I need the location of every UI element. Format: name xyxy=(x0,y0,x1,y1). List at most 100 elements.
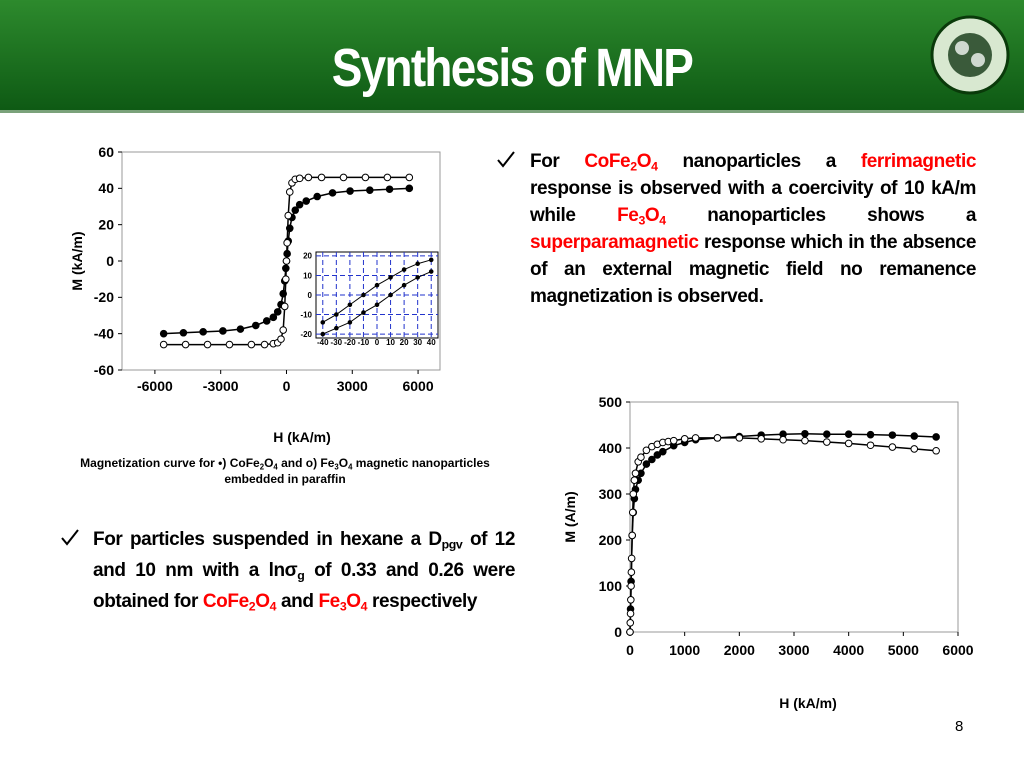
y-tick-label: 40 xyxy=(98,180,114,196)
data-point xyxy=(225,340,234,349)
data-point xyxy=(629,490,638,498)
text-run: of 12 and 10 nm with a ln xyxy=(93,529,515,581)
header-bar xyxy=(0,0,1024,113)
data-point xyxy=(757,435,766,443)
text-run: respectively xyxy=(367,591,478,612)
data-point xyxy=(932,446,940,455)
subscript: 4 xyxy=(273,462,278,472)
data-point xyxy=(626,619,635,627)
y-tick-label: 0 xyxy=(308,291,313,300)
data-point xyxy=(401,267,407,272)
y-tick-label: -40 xyxy=(94,326,114,342)
x-tick-label: 6000 xyxy=(402,378,433,394)
data-point xyxy=(260,340,269,349)
subscript: 4 xyxy=(348,462,353,472)
data-point xyxy=(735,434,744,442)
data-point xyxy=(844,439,853,448)
data-point xyxy=(866,430,875,439)
y-tick-label: 0 xyxy=(106,253,114,269)
data-point xyxy=(415,275,420,280)
x-tick-label: -40 xyxy=(317,338,329,347)
text-run: For xyxy=(530,151,585,172)
data-point xyxy=(320,320,326,325)
data-point xyxy=(642,446,651,455)
data-point xyxy=(713,434,722,442)
x-tick-label: 10 xyxy=(386,338,395,347)
data-point xyxy=(347,320,353,325)
y-tick-label: 20 xyxy=(303,252,312,261)
text-run: O xyxy=(644,205,660,226)
data-point xyxy=(291,206,300,214)
data-point xyxy=(680,435,689,443)
x-tick-label: 3000 xyxy=(337,378,368,394)
x-tick-label: 2000 xyxy=(724,642,755,658)
data-point xyxy=(388,275,393,280)
check xyxy=(61,529,79,546)
data-point xyxy=(801,429,809,438)
data-point xyxy=(627,596,635,604)
text-run: CoFe xyxy=(584,151,631,172)
data-point xyxy=(236,325,245,333)
subscript: 3 xyxy=(339,599,347,614)
data-point xyxy=(295,200,304,209)
y-tick-label: 100 xyxy=(599,578,623,594)
data-point xyxy=(628,531,636,540)
x-tick-label: 3000 xyxy=(778,642,809,658)
y-tick-label: -20 xyxy=(300,330,312,339)
data-point xyxy=(388,292,393,298)
data-point xyxy=(691,434,700,442)
data-point xyxy=(203,340,212,349)
data-point xyxy=(910,445,919,453)
data-point xyxy=(627,582,635,590)
x-tick-label: 6000 xyxy=(942,642,973,658)
x-tick-label: 30 xyxy=(413,338,422,347)
text-run: Magnetization curve for •) CoFe xyxy=(80,456,260,470)
data-point xyxy=(366,186,374,194)
data-point xyxy=(637,453,645,462)
subscript: 2 xyxy=(248,599,256,614)
text-run: nanoparticles a xyxy=(657,151,861,172)
y-tick-label: 20 xyxy=(98,217,114,233)
data-point xyxy=(932,433,940,441)
x-tick-label: 1000 xyxy=(669,642,700,658)
y-tick-label: 400 xyxy=(599,440,623,456)
y-tick-label: 300 xyxy=(599,486,623,502)
data-point xyxy=(888,431,897,439)
check-icon xyxy=(61,529,79,546)
subscript: g xyxy=(297,568,305,583)
data-point xyxy=(628,508,637,517)
data-point xyxy=(648,455,656,464)
data-point xyxy=(334,325,339,331)
data-point xyxy=(669,436,678,445)
x-tick-label: 0 xyxy=(375,338,380,347)
text-run: For particles suspended in hexane a D xyxy=(93,529,442,550)
data-point xyxy=(374,282,380,288)
data-point xyxy=(346,187,354,195)
data-point xyxy=(631,469,640,478)
data-point xyxy=(383,173,392,182)
data-point xyxy=(283,239,291,247)
x-tick-label: -30 xyxy=(331,338,343,347)
data-point xyxy=(159,340,168,349)
bullet-text: For particles suspended in hexane a Dpgv… xyxy=(93,524,515,617)
logo xyxy=(930,15,1010,95)
y-tick-label: -60 xyxy=(94,362,114,378)
text-run: O xyxy=(338,456,349,470)
data-point xyxy=(361,173,370,182)
data-point xyxy=(405,184,414,193)
data-point xyxy=(888,443,897,451)
x-tick-label: -10 xyxy=(358,338,370,347)
data-point xyxy=(823,438,831,446)
data-point xyxy=(181,340,190,349)
data-point xyxy=(374,302,380,308)
x-axis-label: H (kA/m) xyxy=(273,429,331,445)
data-point xyxy=(285,188,294,196)
data-point xyxy=(279,326,287,334)
data-point xyxy=(779,435,787,444)
text-run: and ο) Fe xyxy=(277,456,335,470)
data-point xyxy=(866,441,875,450)
text-run: magnetic nanoparticles embedded in paraf… xyxy=(224,456,490,486)
data-point xyxy=(159,329,168,338)
data-point xyxy=(627,554,636,563)
